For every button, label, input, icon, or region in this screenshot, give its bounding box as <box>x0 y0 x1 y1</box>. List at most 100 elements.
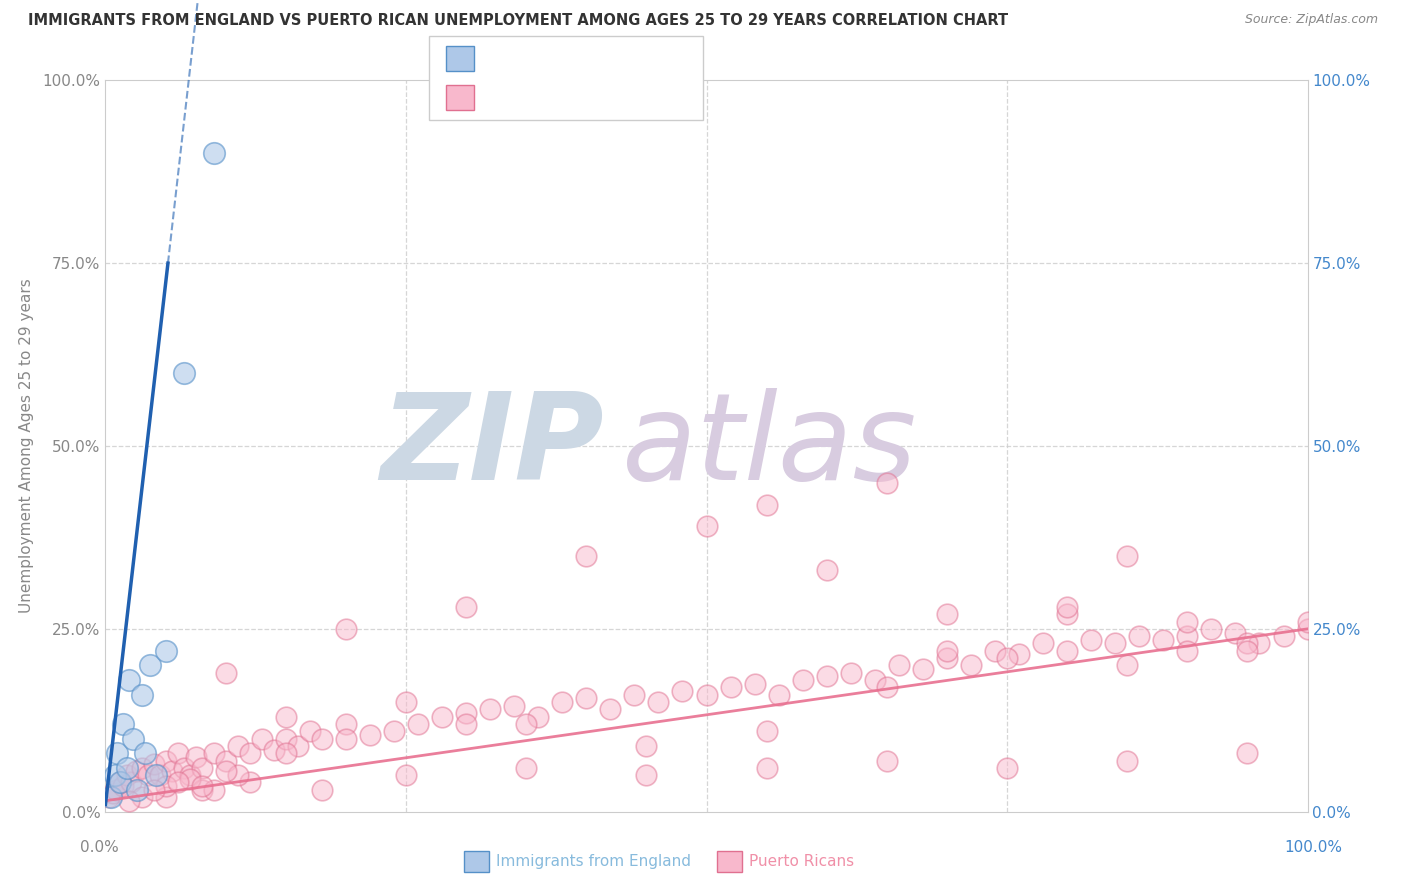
Point <box>479 702 502 716</box>
Point <box>720 681 742 695</box>
Point <box>131 761 153 775</box>
Point <box>1175 644 1198 658</box>
Point <box>166 775 188 789</box>
Point <box>115 761 138 775</box>
Point <box>863 673 886 687</box>
Point <box>1236 636 1258 650</box>
Point <box>1272 629 1295 643</box>
Point <box>696 519 718 533</box>
Point <box>118 794 141 808</box>
Point <box>190 761 212 775</box>
Point <box>1296 622 1319 636</box>
Point <box>148 768 170 782</box>
Point <box>125 782 148 797</box>
Point <box>1056 644 1078 658</box>
Point <box>173 761 195 775</box>
Point <box>395 695 418 709</box>
Point <box>1056 599 1078 614</box>
Point <box>1236 644 1258 658</box>
Point <box>120 775 142 789</box>
Point <box>936 644 959 658</box>
Point <box>226 768 249 782</box>
Point <box>101 787 124 801</box>
Point <box>115 768 138 782</box>
Point <box>239 746 262 760</box>
Point <box>1116 658 1139 673</box>
Point <box>1008 648 1031 662</box>
Point <box>250 731 273 746</box>
Point <box>108 775 131 789</box>
Point <box>155 779 177 793</box>
Point <box>454 717 477 731</box>
Point <box>1236 746 1258 760</box>
Point <box>214 665 236 680</box>
Point <box>359 728 381 742</box>
Point <box>202 746 225 760</box>
Text: 100.0%: 100.0% <box>1285 839 1343 855</box>
Point <box>454 599 477 614</box>
Text: atlas: atlas <box>623 387 918 505</box>
Point <box>995 651 1018 665</box>
Point <box>1175 629 1198 643</box>
Point <box>755 498 778 512</box>
Point <box>1104 636 1126 650</box>
Point <box>202 146 225 161</box>
Point <box>1296 615 1319 629</box>
Point <box>139 658 162 673</box>
Point <box>1116 549 1139 563</box>
Point <box>792 673 814 687</box>
Point <box>160 764 183 779</box>
Point <box>1032 636 1054 650</box>
Point <box>155 644 177 658</box>
Point <box>214 754 236 768</box>
Point <box>839 665 862 680</box>
Point <box>166 746 188 760</box>
Point <box>382 724 405 739</box>
Point <box>636 739 658 753</box>
Text: Puerto Ricans: Puerto Ricans <box>749 855 855 869</box>
Point <box>995 761 1018 775</box>
Point <box>636 768 658 782</box>
Point <box>527 709 550 723</box>
Point <box>335 717 357 731</box>
Point <box>179 768 201 782</box>
Point <box>173 366 195 380</box>
Text: ZIP: ZIP <box>381 387 605 505</box>
Point <box>1175 615 1198 629</box>
Point <box>515 761 537 775</box>
Point <box>911 662 934 676</box>
Text: R = 0.794   N =  16: R = 0.794 N = 16 <box>482 49 644 67</box>
Point <box>184 749 207 764</box>
Point <box>145 768 167 782</box>
Point <box>311 782 333 797</box>
Point <box>503 698 526 713</box>
Point <box>100 790 122 805</box>
Point <box>131 688 153 702</box>
Point <box>768 688 790 702</box>
Point <box>395 768 418 782</box>
Point <box>131 790 153 805</box>
Point <box>1152 632 1174 647</box>
Point <box>274 709 297 723</box>
Point <box>815 563 838 577</box>
Text: Source: ZipAtlas.com: Source: ZipAtlas.com <box>1244 13 1378 27</box>
Text: 0.0%: 0.0% <box>80 839 120 855</box>
Point <box>744 676 766 690</box>
Point <box>134 746 156 760</box>
Point <box>104 768 127 782</box>
Point <box>1080 632 1102 647</box>
Point <box>1056 607 1078 622</box>
Point <box>1201 622 1223 636</box>
Point <box>239 775 262 789</box>
Point <box>623 688 645 702</box>
Point <box>647 695 669 709</box>
Point <box>406 717 429 731</box>
Point <box>515 717 537 731</box>
Point <box>599 702 621 716</box>
Point <box>936 607 959 622</box>
Point <box>671 684 693 698</box>
Point <box>214 764 236 779</box>
Point <box>274 731 297 746</box>
Point <box>1128 629 1150 643</box>
Point <box>136 768 159 782</box>
